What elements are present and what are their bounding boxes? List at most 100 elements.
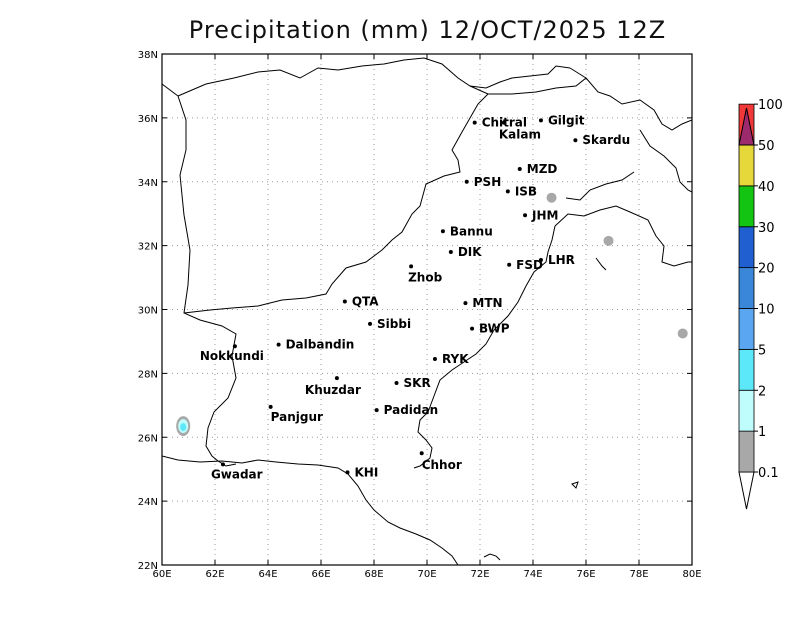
border-afghanistan-pakistan: [183, 93, 489, 314]
city-marker: [463, 301, 468, 306]
x-tick-label: 72E: [470, 569, 489, 580]
y-tick-label: 26N: [138, 433, 158, 444]
colorbar-label: 1: [758, 425, 766, 440]
city-marker: [220, 462, 225, 467]
border-kashmir: [554, 205, 692, 267]
colorbar-label: 40: [758, 180, 775, 195]
city-label: Kalam: [499, 128, 541, 142]
x-tick-label: 66E: [311, 569, 330, 580]
colorbar-label: 5: [758, 343, 766, 358]
border-iran: [162, 83, 237, 462]
colorbar-label: 50: [758, 139, 775, 154]
y-tick-label: 24N: [138, 497, 158, 508]
precip-areas: [176, 192, 688, 437]
city-marker: [448, 250, 453, 255]
city-label: MZD: [527, 162, 558, 176]
x-tick-label: 74E: [523, 569, 542, 580]
city-marker: [440, 229, 445, 234]
colorbar: 0.1 1 2 5 10 20 30 40 50 100: [738, 98, 783, 510]
city-marker: [470, 326, 475, 331]
city-label: DIK: [458, 245, 482, 259]
city-label: JHM: [531, 208, 558, 222]
city-label: SKR: [404, 376, 431, 390]
colorbar-box: [738, 348, 755, 391]
colorbar-box: [738, 226, 755, 269]
y-tick-label: 30N: [138, 306, 158, 317]
border-south-coast: [217, 460, 237, 467]
colorbar-box: [738, 389, 755, 432]
city-label: BWP: [479, 322, 510, 336]
city-marker: [505, 189, 510, 194]
city-marker: [368, 321, 373, 326]
precip-area: [677, 328, 688, 339]
city-label: Bannu: [450, 224, 493, 238]
city-marker: [232, 344, 237, 349]
precip-area: [546, 192, 557, 203]
y-tick-label: 38N: [138, 50, 158, 61]
colorbar-label: 0.1: [758, 466, 779, 481]
city-marker: [501, 120, 506, 125]
coast-feature-3: [483, 553, 501, 561]
city-marker: [538, 118, 543, 123]
city-label: FSD: [516, 258, 543, 272]
y-tick-label: 34N: [138, 178, 158, 189]
border-north-afghanistan: [177, 57, 571, 97]
border-kashmir-east: [639, 129, 692, 193]
city-label: Sibbi: [377, 317, 411, 331]
colorbar-label: 30: [758, 221, 775, 236]
city-marker: [419, 451, 424, 456]
city-markers: ChitralKalamGilgitSkarduMZDPSHISBJHMBann…: [200, 113, 630, 481]
city-marker: [374, 408, 379, 413]
city-marker: [409, 264, 414, 269]
border-kashmir-north: [585, 77, 692, 131]
city-marker: [573, 138, 578, 143]
y-tick-label: 32N: [138, 242, 158, 253]
city-label: MTN: [472, 296, 502, 310]
precip-area-core: [180, 423, 187, 432]
city-label: Padidan: [384, 403, 439, 417]
x-tick-label: 76E: [576, 569, 595, 580]
x-tick-label: 70E: [417, 569, 436, 580]
border-loc: [565, 171, 635, 201]
city-marker: [276, 342, 281, 347]
city-label: Nokkundi: [200, 349, 264, 363]
colorbar-label: 10: [758, 303, 775, 318]
colorbar-box: [738, 144, 755, 187]
city-marker: [342, 299, 347, 304]
city-label: QTA: [352, 295, 379, 309]
city-marker: [538, 257, 543, 262]
city-label: Gwadar: [211, 467, 263, 481]
border-pakistan-india: [413, 225, 556, 469]
city-marker: [517, 166, 522, 171]
city-marker: [334, 376, 339, 381]
city-marker: [464, 179, 469, 184]
border-wakhan: [469, 67, 587, 95]
city-label: LHR: [548, 253, 575, 267]
city-marker: [472, 120, 477, 125]
city-label: Dalbandin: [286, 338, 355, 352]
colorbar-extend-low: [738, 471, 755, 510]
axis-ticks: 60E 62E 64E 66E 68E 70E 72E 74E 76E 78E 80E 22N 24N 2…: [138, 50, 702, 580]
colorbar-box: [738, 267, 755, 309]
colorbar-label: 100: [758, 98, 783, 113]
x-tick-label: 78E: [629, 569, 648, 580]
x-tick-label: 68E: [364, 569, 383, 580]
city-marker: [345, 470, 350, 475]
colorbar-extend-high: [738, 107, 755, 146]
x-tick-label: 64E: [258, 569, 277, 580]
map-title: Precipitation (mm) 12/OCT/2025 12Z: [188, 16, 667, 44]
y-tick-label: 22N: [138, 561, 158, 572]
city-label: Chhor: [422, 458, 462, 472]
city-marker: [268, 404, 273, 409]
grid-lines: [162, 54, 692, 565]
city-marker: [432, 357, 437, 362]
colorbar-box: [738, 430, 755, 473]
precip-area: [603, 235, 614, 246]
colorbar-label: 20: [758, 262, 775, 277]
coast-feature-1: [595, 257, 607, 271]
y-tick-label: 28N: [138, 369, 158, 380]
city-label: PSH: [474, 175, 501, 189]
city-marker: [394, 380, 399, 385]
colorbar-box: [738, 308, 755, 350]
